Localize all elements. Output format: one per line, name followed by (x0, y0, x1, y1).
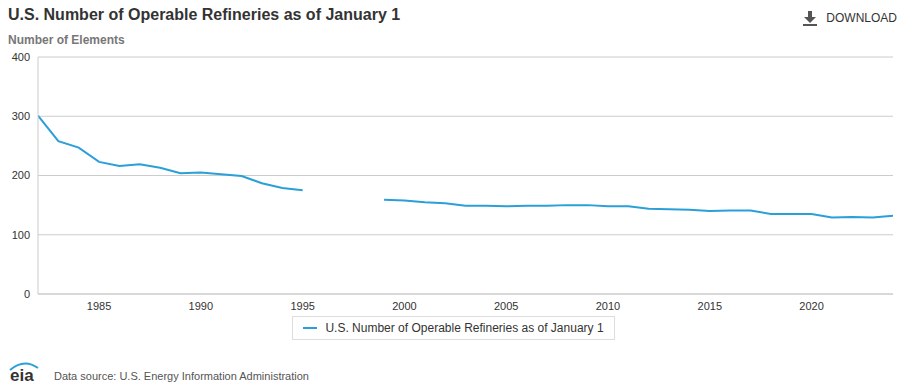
html-text:Number of Elements: Number of Elements (8, 33, 125, 47)
svg-text:1985: 1985 (87, 300, 111, 312)
svg-text:2020: 2020 (799, 300, 823, 312)
html-text:DOWNLOAD: DOWNLOAD (826, 11, 897, 25)
svg-text:400: 400 (12, 51, 30, 63)
svg-text:2015: 2015 (698, 300, 722, 312)
html-text:Data source: U.S. Energy Infor: Data source: U.S. Energy Information Adm… (54, 370, 309, 382)
svg-text:0: 0 (24, 288, 30, 300)
svg-text:1990: 1990 (189, 300, 213, 312)
html-text:U.S. Number of Operable Refine: U.S. Number of Operable Refineries as of… (8, 6, 401, 23)
svg-text:2010: 2010 (596, 300, 620, 312)
svg-text:1995: 1995 (290, 300, 314, 312)
svg-text:2005: 2005 (494, 300, 518, 312)
svg-text:100: 100 (12, 229, 30, 241)
svg-text:2000: 2000 (392, 300, 416, 312)
svg-text:300: 300 (12, 110, 30, 122)
html-text:eia: eia (10, 366, 34, 385)
html-text:U.S. Number of Operable Refine: U.S. Number of Operable Refineries as of… (325, 321, 604, 335)
svg-text:200: 200 (12, 169, 30, 181)
